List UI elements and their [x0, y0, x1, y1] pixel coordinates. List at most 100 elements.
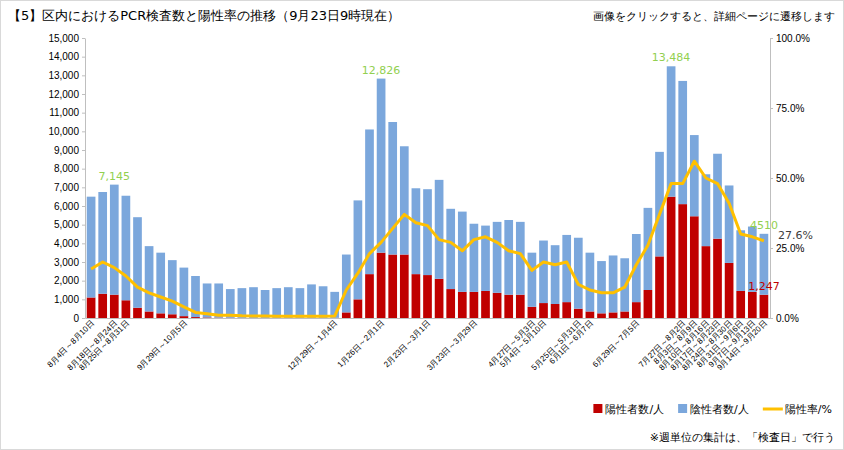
tick-label: 1月26日～2月1日: [336, 319, 386, 369]
bar: [748, 292, 757, 318]
tick-label: 6月29日～7月5日: [591, 319, 641, 369]
tick: 50.0%: [770, 173, 804, 184]
tick-label: 2,000: [54, 275, 79, 286]
tick: 4,000: [54, 238, 85, 249]
subtitle: 画像をクリックすると、詳細ページに遷移します: [593, 10, 835, 23]
tick: 14,000: [48, 51, 85, 62]
tick-mark: [82, 206, 85, 207]
tick-label: 12月29日～1月4日: [286, 319, 340, 373]
bar: [620, 311, 629, 318]
bar: [307, 284, 316, 317]
annotation: 12,826: [362, 64, 401, 77]
bar: [713, 239, 722, 318]
bar: [562, 302, 571, 318]
bar: [122, 196, 131, 301]
title: 【5】区内におけるPCR検査数と陽性率の推移（9月23日9時現在）: [8, 8, 400, 23]
bar: [354, 299, 363, 318]
legend-item: 陽性者数/人: [593, 403, 664, 416]
bar: [145, 311, 154, 318]
legend-swatch: [593, 404, 602, 413]
legend-label: 陽性者数/人: [605, 403, 664, 416]
tick-label: 50.0%: [776, 173, 804, 184]
legend-label: 陽性率/%: [785, 403, 832, 416]
tick-label: 9月14日～9月20日: [715, 319, 769, 373]
tick: 6月29日～7月5日: [591, 319, 641, 369]
tick: 75.0%: [770, 103, 804, 114]
tick: 0.0%: [770, 313, 799, 324]
bar: [388, 255, 397, 318]
tick-mark: [82, 243, 85, 244]
bar: [412, 188, 421, 274]
tick: 100.0%: [770, 33, 810, 44]
bar: [284, 287, 293, 318]
bar: [238, 288, 247, 318]
chart: 【5】区内におけるPCR検査数と陽性率の推移（9月23日9時現在） 画像をクリック…: [0, 0, 844, 450]
bar: [597, 313, 606, 318]
tick-mark: [82, 262, 85, 263]
bar: [597, 261, 606, 313]
bar: [342, 312, 351, 318]
tick: 6月1日～6月7日: [547, 319, 594, 366]
bar: [249, 287, 258, 318]
bar: [388, 122, 397, 255]
bar: [481, 291, 490, 318]
bar: [446, 209, 455, 289]
annotation: 27.6%: [778, 229, 813, 242]
bar: [586, 311, 595, 318]
tick-mark: [82, 225, 85, 226]
bar: [574, 238, 583, 309]
frame: [1, 1, 844, 450]
tick-mark: [82, 113, 85, 114]
axis-line: [86, 318, 771, 319]
tick-label: 11,000: [49, 107, 79, 118]
bar: [226, 289, 235, 318]
tick: 1,000: [54, 294, 85, 305]
tick: 12月29日～1月4日: [286, 319, 340, 373]
bar: [725, 263, 734, 318]
annotation: 7,145: [99, 170, 131, 183]
bar: [760, 295, 769, 318]
tick-mark: [82, 169, 85, 170]
bar: [539, 241, 548, 304]
tick-mark: [82, 57, 85, 58]
bar: [504, 220, 513, 295]
tick-mark: [82, 38, 85, 39]
bar: [110, 295, 119, 318]
legend: 陽性者数/人陰性者数/人陽性率/%: [593, 403, 832, 416]
bar: [110, 185, 119, 295]
bar: [655, 256, 664, 318]
annotation: 4510: [750, 219, 778, 232]
bar: [446, 289, 455, 318]
bar: [470, 292, 479, 318]
bar: [644, 290, 653, 318]
bar: [423, 275, 432, 318]
bar: [736, 291, 745, 318]
tick-label: 13,000: [48, 70, 79, 81]
tick-label: 25.0%: [776, 243, 804, 254]
legend-item: 陽性率/%: [763, 403, 832, 416]
bar: [87, 297, 96, 318]
bar: [504, 295, 513, 318]
tick-label: 9,000: [54, 145, 79, 156]
tick: 12,000: [48, 89, 85, 100]
tick-label: 100.0%: [776, 33, 810, 44]
tick-label: 6月1日～6月7日: [547, 319, 594, 366]
bar: [296, 288, 305, 318]
tick-label: 7,000: [54, 182, 79, 193]
tick: 25.0%: [770, 243, 804, 254]
bar: [156, 313, 165, 318]
tick-mark: [82, 281, 85, 282]
bar: [133, 308, 142, 318]
bar: [377, 79, 386, 253]
tick-mark: [770, 38, 773, 39]
tick-label: 1,000: [54, 294, 79, 305]
bar: [667, 66, 676, 196]
tick-mark: [82, 94, 85, 95]
x-axis: 8月4日～8月10日8月18日～8月24日8月25日～8月31日9月29日～10…: [46, 319, 771, 373]
bar: [516, 295, 525, 318]
tick-mark: [82, 131, 85, 132]
bar: [377, 253, 386, 318]
tick-label: 3,000: [54, 257, 79, 268]
bar: [586, 253, 595, 312]
bar-series: [87, 66, 769, 318]
